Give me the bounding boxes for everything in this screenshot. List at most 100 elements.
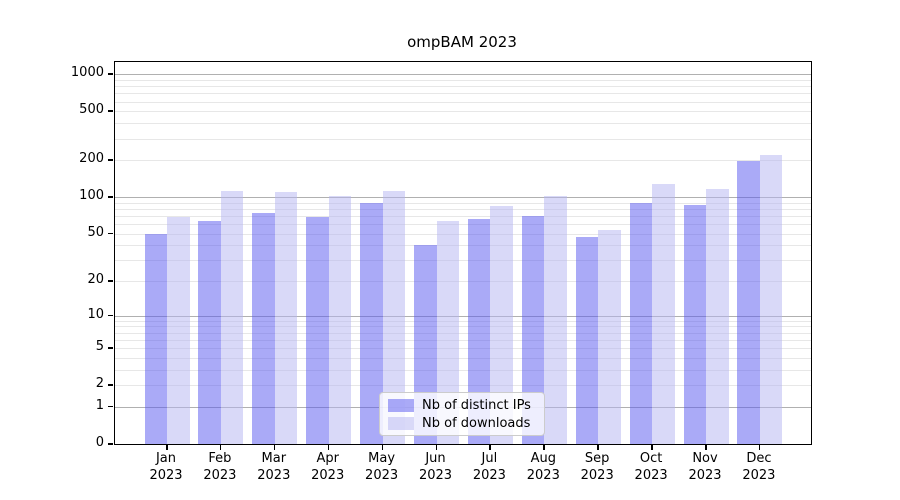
bar-oct-nb-of-downloads	[652, 183, 675, 444]
legend-swatch-distinct-ips	[388, 398, 414, 412]
y-tick-mark-2	[107, 384, 113, 386]
x-tick-label-aug: Aug 2023	[513, 450, 573, 484]
gridline-minor-8	[115, 326, 811, 328]
x-tick-mark-oct	[651, 444, 653, 450]
bar-apr-nb-of-downloads	[328, 196, 352, 444]
x-tick-label-nov: Nov 2023	[675, 450, 735, 484]
legend-label-distinct-ips: Nb of distinct IPs	[422, 397, 531, 413]
x-tick-year: 2023	[580, 468, 614, 483]
bar-nov-nb-of-downloads	[706, 188, 729, 444]
bar-sep-nb-of-distinct-ips	[575, 236, 599, 444]
x-tick-year: 2023	[365, 468, 399, 483]
legend-item-downloads: Nb of downloads	[388, 416, 544, 431]
x-tick-year: 2023	[203, 468, 237, 483]
x-tick-mark-nov	[705, 444, 707, 450]
x-tick-year: 2023	[634, 468, 668, 483]
y-tick-label-100: 100	[79, 188, 104, 203]
gridline-minor-300	[115, 138, 811, 140]
x-tick-month: Jan	[155, 451, 177, 466]
gridline-minor-700	[115, 93, 811, 95]
y-tick-label-500: 500	[79, 102, 104, 118]
bar-may-nb-of-downloads	[382, 191, 406, 444]
bar-sep-nb-of-downloads	[598, 229, 621, 444]
gridline-major-100	[115, 197, 811, 198]
gridline-minor-60	[115, 224, 811, 225]
x-tick-label-jul: Jul 2023	[459, 450, 519, 484]
y-tick-label-50: 50	[87, 224, 104, 240]
x-tick-year: 2023	[688, 468, 722, 483]
x-tick-label-may: May 2023	[352, 450, 412, 484]
x-tick-month: Mar	[261, 451, 287, 466]
x-tick-mark-may	[381, 444, 384, 450]
x-tick-mark-feb	[219, 444, 222, 450]
y-tick-mark-200	[107, 159, 113, 161]
x-tick-mark-jul	[489, 444, 491, 450]
y-tick-label-1000: 1000	[70, 65, 104, 81]
gridline-minor-20	[115, 281, 811, 283]
bar-jan-nb-of-distinct-ips	[144, 233, 167, 444]
gridline-minor-200	[115, 160, 811, 162]
x-tick-label-dec: Dec 2023	[729, 450, 789, 484]
x-tick-mark-aug	[543, 444, 545, 450]
chart-title: ompBAM 2023	[407, 33, 517, 51]
bar-dec-nb-of-distinct-ips	[737, 161, 760, 444]
bar-feb-nb-of-downloads	[220, 191, 244, 444]
bar-may-nb-of-distinct-ips	[360, 203, 383, 444]
gridline-major-10	[115, 315, 811, 317]
gridline-minor-400	[115, 123, 811, 125]
bar-jan-nb-of-downloads	[167, 216, 190, 444]
x-tick-label-jun: Jun 2023	[406, 450, 466, 484]
bar-apr-nb-of-distinct-ips	[306, 217, 329, 444]
bar-feb-nb-of-distinct-ips	[198, 221, 221, 444]
bar-oct-nb-of-distinct-ips	[629, 202, 653, 444]
x-tick-month: Feb	[208, 451, 232, 466]
bar-aug-nb-of-downloads	[544, 196, 567, 444]
gridline-major-1000	[115, 74, 811, 76]
x-tick-month: Jun	[425, 451, 446, 466]
y-tick-label-200: 200	[79, 151, 104, 167]
gridline-minor-80	[115, 208, 811, 210]
y-tick-label-2: 2	[95, 376, 104, 392]
x-tick-month: Sep	[584, 451, 610, 466]
gridline-minor-800	[115, 86, 811, 88]
x-tick-label-jan: Jan 2023	[136, 450, 196, 484]
gridline-minor-30	[115, 260, 811, 262]
plot-area	[114, 61, 812, 445]
x-tick-year: 2023	[418, 468, 453, 483]
gridline-minor-70	[115, 215, 811, 217]
x-tick-year: 2023	[149, 468, 183, 483]
y-tick-label-10: 10	[87, 306, 104, 322]
x-tick-year: 2023	[526, 468, 560, 483]
gridline-minor-2	[115, 385, 811, 387]
gridline-minor-90	[115, 202, 811, 204]
x-tick-mark-dec	[758, 444, 761, 450]
x-tick-year: 2023	[257, 468, 291, 483]
bar-jul-nb-of-downloads	[490, 205, 513, 444]
y-tick-mark-500	[107, 110, 113, 112]
bar-jul-nb-of-distinct-ips	[467, 219, 491, 444]
y-tick-label-0: 0	[95, 435, 104, 450]
gridline-minor-600	[115, 101, 811, 103]
x-tick-month: Aug	[530, 451, 556, 466]
x-tick-label-oct: Oct 2023	[621, 450, 681, 484]
gridline-minor-40	[115, 245, 811, 247]
x-tick-mark-jun	[435, 444, 437, 450]
x-tick-mark-apr	[327, 444, 330, 450]
x-tick-label-apr: Apr 2023	[298, 450, 358, 484]
y-tick-mark-20	[107, 280, 113, 282]
y-tick-mark-5	[107, 347, 113, 349]
x-tick-month: Dec	[746, 451, 772, 466]
y-tick-label-1: 1	[95, 397, 104, 413]
x-tick-label-feb: Feb 2023	[190, 450, 250, 484]
gridline-minor-50	[115, 233, 811, 235]
x-tick-month: Jul	[481, 451, 498, 466]
y-tick-mark-1000	[107, 73, 113, 75]
gridline-minor-4	[115, 357, 811, 359]
x-tick-label-mar: Mar 2023	[244, 450, 304, 484]
bar-aug-nb-of-distinct-ips	[521, 215, 545, 444]
y-tick-label-20: 20	[87, 272, 104, 288]
y-tick-label-5: 5	[95, 339, 104, 355]
x-tick-year: 2023	[472, 468, 506, 483]
bar-jun-nb-of-downloads	[436, 220, 459, 444]
